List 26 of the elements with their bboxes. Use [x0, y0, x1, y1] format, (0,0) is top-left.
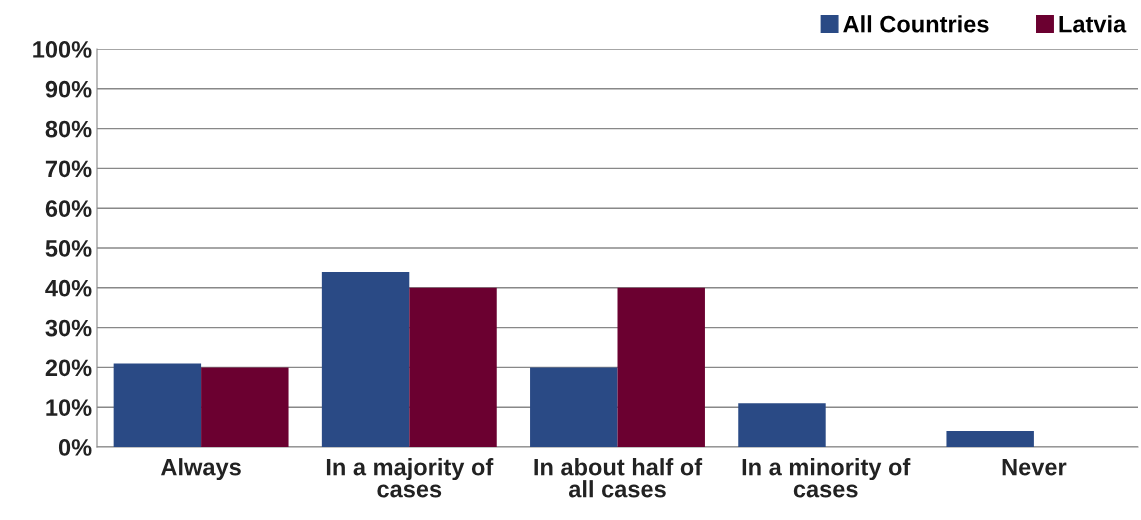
x-tick-label: In a minority of cases [742, 458, 911, 498]
bar [738, 403, 826, 447]
bar [201, 367, 289, 447]
x-tick-label: In a majority of cases [326, 458, 494, 498]
y-tick-label: 70% [45, 160, 92, 178]
bar [530, 367, 618, 447]
y-tick-label: 50% [45, 240, 92, 257]
y-tick-label: 10% [46, 399, 92, 416]
y-tick-label: 0% [58, 439, 92, 456]
y-tick-label: 60% [45, 200, 92, 217]
bar [617, 287, 705, 447]
bar [321, 271, 410, 447]
legend-label: All Countries [843, 15, 989, 33]
bar [409, 287, 497, 447]
y-tick-label: 20% [45, 359, 92, 377]
x-tick-label: In about half of all cases [534, 458, 703, 498]
y-tick-label: 90% [45, 80, 92, 98]
y-tick-label: 80% [45, 120, 92, 138]
y-tick-label: 30% [45, 319, 92, 337]
x-tick-label: Never [1002, 458, 1067, 476]
legend-label: Latvia [1059, 15, 1127, 33]
x-tick-label: Always [161, 458, 241, 481]
bar [113, 363, 202, 447]
y-tick-label: 40% [45, 279, 92, 297]
y-tick-label: 100% [33, 41, 92, 58]
bar [946, 431, 1034, 447]
